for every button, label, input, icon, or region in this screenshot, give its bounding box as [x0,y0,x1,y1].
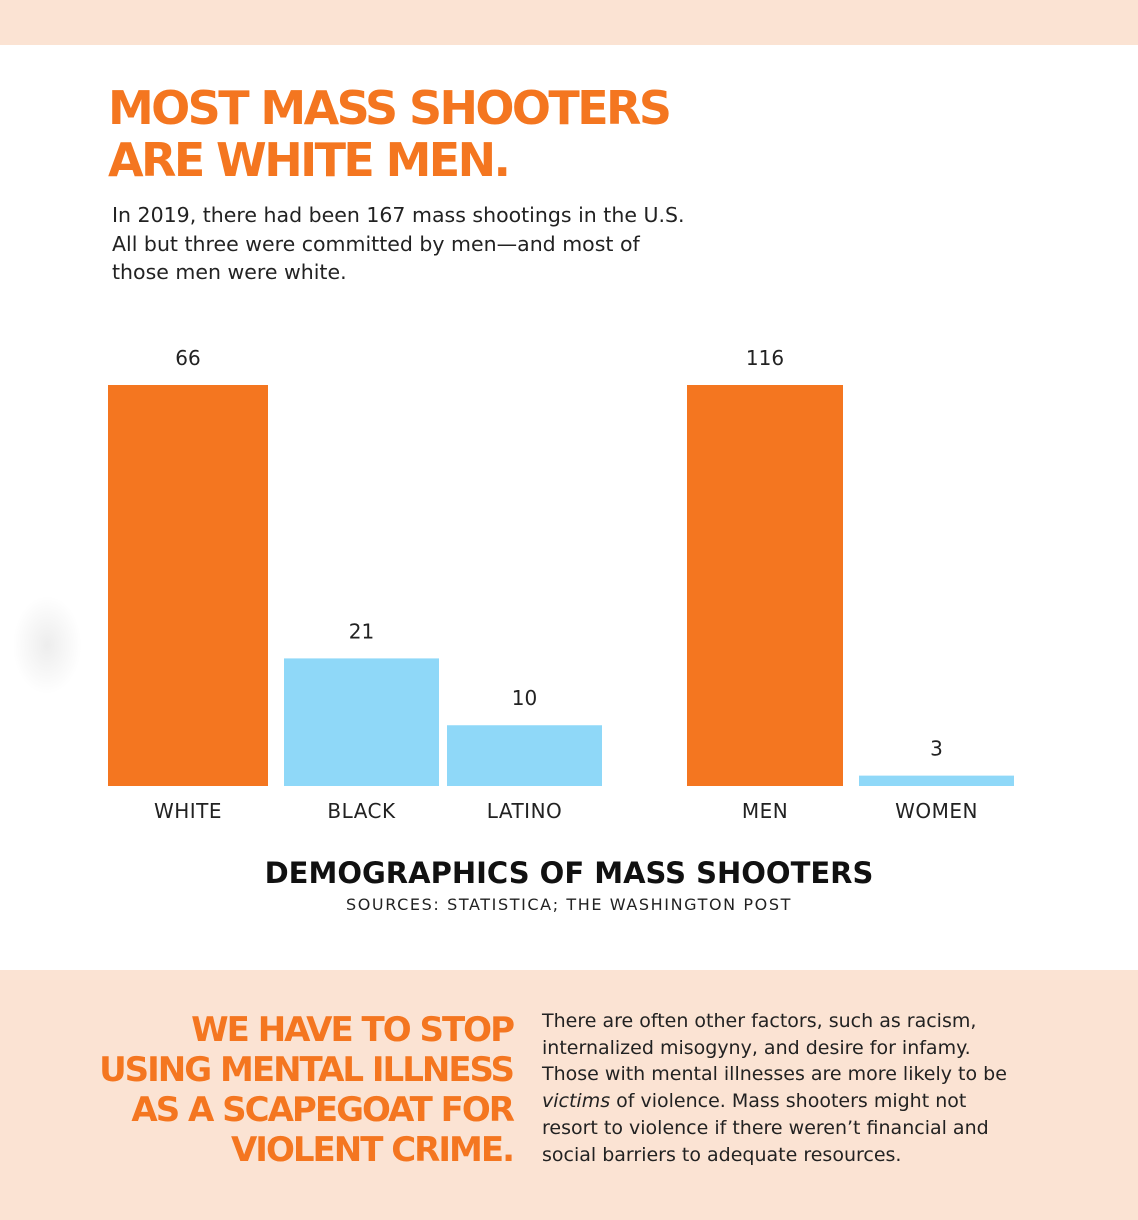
headline-line: MOST MASS SHOOTERS [108,81,672,135]
intro-line: In 2019, there had been 167 mass shootin… [112,203,685,227]
body-line: Those with mental illnesses are more lik… [542,1063,1007,1086]
chart-source: SOURCES: STATISTICA; THE WASHINGTON POST [345,895,792,914]
category-label-women: WOMEN [895,799,978,823]
body-emphasis: victims [542,1090,611,1113]
body-line: resort to violence if there weren’t fina… [542,1116,989,1139]
category-label-men: MEN [742,799,788,823]
intro-text: In 2019, there had been 167 mass shootin… [112,201,752,287]
body-line: internalized misogyny, and desire for in… [542,1036,971,1059]
headline: MOST MASS SHOOTERS ARE WHITE MEN. [108,81,672,187]
bar-white [108,385,268,786]
body-line: There are often other factors, such as r… [542,1010,977,1032]
callout-line: AS A SCAPEGOAT FOR [131,1090,515,1130]
body-line-rest: of violence. Mass shooters might not [610,1090,967,1113]
body-line: social barriers to adequate resources. [542,1143,902,1166]
page-curl-shadow [12,595,82,695]
value-label-women: 3 [930,737,943,761]
body-line: victims of violence. Mass shooters might… [542,1088,1122,1115]
intro-line: All but three were committed by men—and … [112,231,640,256]
headline-line: ARE WHITE MEN. [108,133,511,187]
top-band [0,0,1138,45]
category-label-black: BLACK [327,799,396,823]
bar-latino [447,725,602,786]
intro-line: those men were white. [112,260,347,284]
value-label-black: 21 [349,619,374,643]
bar-women [859,775,1014,786]
callout-heading: WE HAVE TO STOP USING MENTAL ILLNESS AS … [99,1010,515,1170]
callout-line: VIOLENT CRIME. [230,1130,515,1170]
bar-black [284,658,439,786]
chart-title: DEMOGRAPHICS OF MASS SHOOTERS [264,856,874,890]
callout-body: There are often other factors, such as r… [542,1008,1122,1168]
value-label-white: 66 [175,346,200,370]
value-label-latino: 10 [512,686,537,710]
callout-line: WE HAVE TO STOP [191,1010,515,1050]
callout-line: USING MENTAL ILLNESS [99,1050,515,1090]
bar-men [687,385,843,786]
category-label-white: WHITE [154,799,222,823]
category-label-latino: LATINO [487,799,563,823]
value-label-men: 116 [746,346,784,370]
bar-chart: 66 WHITE 21 BLACK 10 LATINO 116 MEN 3 WOMEN [108,346,1014,823]
bottom-band [0,970,1138,1220]
